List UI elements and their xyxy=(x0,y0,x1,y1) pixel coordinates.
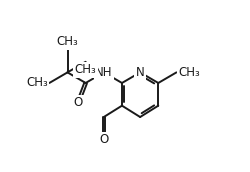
Text: O: O xyxy=(99,133,108,146)
Text: CH₃: CH₃ xyxy=(26,77,48,89)
Text: N: N xyxy=(136,66,144,79)
Text: O: O xyxy=(74,96,83,109)
Text: CH₃: CH₃ xyxy=(178,66,200,79)
Text: CH₃: CH₃ xyxy=(75,63,96,76)
Text: NH: NH xyxy=(95,66,112,79)
Text: CH₃: CH₃ xyxy=(57,35,78,48)
